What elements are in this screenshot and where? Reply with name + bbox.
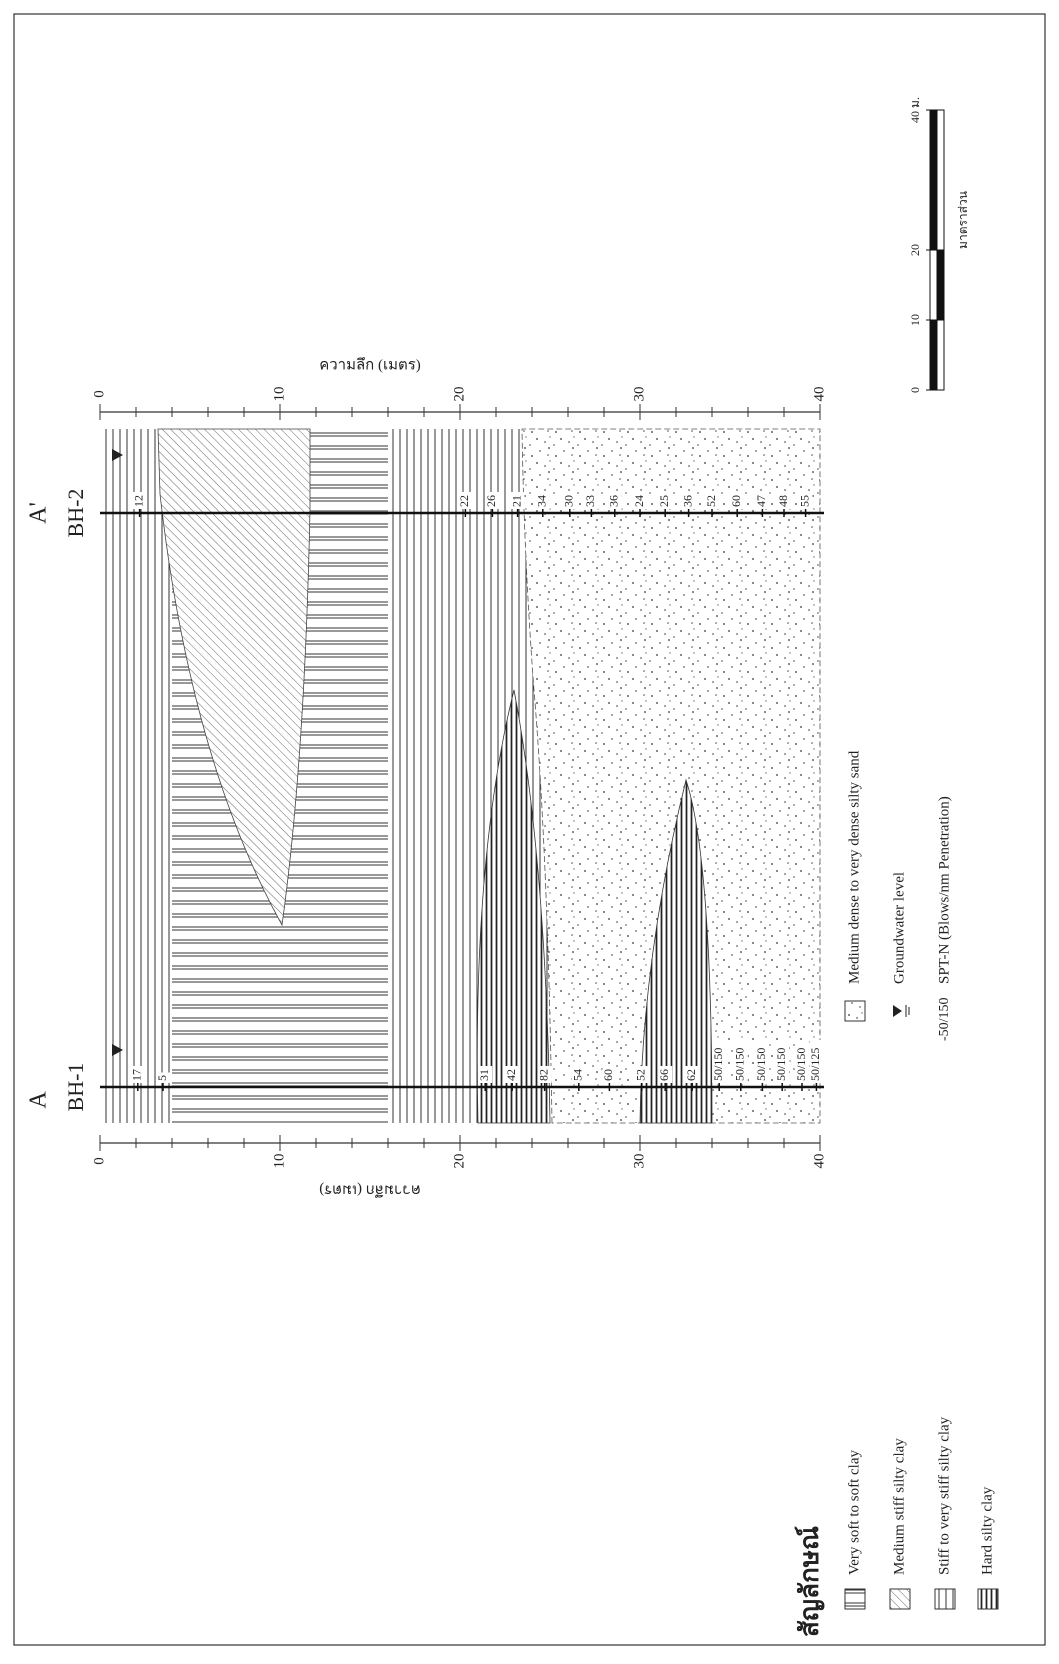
section-start: A	[26, 1091, 52, 1109]
spt-value: 52	[634, 1069, 648, 1081]
spt-value: 42	[504, 1069, 518, 1081]
spt-value: 47	[754, 495, 768, 507]
tick-label: 0	[91, 1157, 107, 1165]
tick-label: 20	[451, 1154, 467, 1169]
tick-label: 20	[451, 387, 467, 402]
spt-value: 55	[797, 495, 811, 507]
spt-value: 54	[571, 1069, 585, 1081]
tick-label: 10	[271, 1154, 287, 1169]
scale-title: มาตราส่วน	[956, 191, 970, 249]
spt-value: 48	[776, 495, 790, 507]
spt-value: 36	[607, 495, 621, 507]
legend-title: สัญลักษณ์	[794, 1526, 825, 1637]
spt-value: 50/150	[733, 1048, 747, 1081]
tick-label: 0	[91, 390, 107, 398]
spt-value: 17	[130, 1069, 144, 1081]
legend-label: Stiff to very stiff silty clay	[936, 1416, 952, 1575]
borehole-name: BH-1	[63, 1063, 88, 1112]
spt-example: -50/150	[937, 997, 952, 1041]
scale-label: 10	[908, 314, 922, 326]
legend-label: Medium dense to very dense silty sand	[846, 750, 862, 984]
scale-label: 20	[908, 244, 922, 256]
spt-value: 60	[729, 495, 743, 507]
spt-value: 24	[632, 495, 646, 507]
scale-segment	[930, 110, 937, 250]
spt-value: 82	[536, 1069, 550, 1081]
legend-swatch	[890, 1589, 910, 1609]
legend-swatch	[935, 1589, 955, 1609]
spt-value: 34	[535, 495, 549, 507]
scale-segment	[930, 320, 937, 390]
spt-value: 30	[562, 495, 576, 507]
scale-segment	[937, 250, 944, 320]
axis-label: ความลึก (เมตร)	[319, 356, 421, 373]
section-end: A'	[26, 502, 52, 524]
axis-label: ความลึก (เมตร)	[319, 1182, 421, 1199]
spt-value: 21	[509, 495, 523, 507]
spt-value: 12	[131, 495, 145, 507]
tick-label: 30	[631, 1154, 647, 1169]
spt-value: 50/150	[754, 1048, 768, 1081]
legend-label: Hard silty clay	[979, 1486, 995, 1575]
groundwater-symbol	[893, 1005, 902, 1017]
spt-value: 62	[684, 1069, 698, 1081]
tick-label: 30	[631, 387, 647, 402]
scale-label: 40 ม.	[908, 97, 922, 123]
scale-segment	[937, 320, 944, 390]
legend-swatch	[845, 1001, 865, 1021]
spt-value: 25	[657, 495, 671, 507]
scale-label: 0	[908, 387, 922, 393]
legend-swatch	[978, 1589, 998, 1609]
top-layer	[100, 429, 172, 1123]
tick-label: 40	[811, 387, 827, 402]
spt-value: 50/150	[774, 1048, 788, 1081]
spt-value: 22	[457, 495, 471, 507]
legend-label: Medium stiff silty clay	[891, 1438, 907, 1575]
scale-segment	[937, 110, 944, 250]
tick-label: 40	[811, 1154, 827, 1169]
spt-value: 5	[155, 1075, 169, 1081]
spt-value: 60	[601, 1069, 615, 1081]
sheet: A A' สัญลักษณ์ Medium dense to very dens…	[0, 0, 1059, 1659]
spt-value: 66	[657, 1069, 671, 1081]
legend-label: Groundwater level	[891, 872, 907, 984]
spt-value: 33	[583, 495, 597, 507]
scale-segment	[930, 250, 937, 320]
legend-label: Very soft to soft clay	[846, 1450, 862, 1575]
legend-swatch	[845, 1589, 865, 1609]
legend-label: SPT-N (Blows/nm Penetration)	[936, 796, 952, 984]
spt-value: 31	[477, 1069, 491, 1081]
spt-value: 50/150	[711, 1048, 725, 1081]
spt-value: 50/125	[808, 1048, 822, 1081]
spt-value: 36	[680, 495, 694, 507]
spt-value: 50/150	[794, 1048, 808, 1081]
spt-value: 26	[484, 495, 498, 507]
cross-section: A A' สัญลักษณ์ Medium dense to very dens…	[26, 97, 999, 1637]
page: A A' สัญลักษณ์ Medium dense to very dens…	[0, 0, 1059, 1659]
tick-label: 10	[271, 387, 287, 402]
spt-value: 52	[704, 495, 718, 507]
borehole-name: BH-2	[63, 489, 88, 538]
